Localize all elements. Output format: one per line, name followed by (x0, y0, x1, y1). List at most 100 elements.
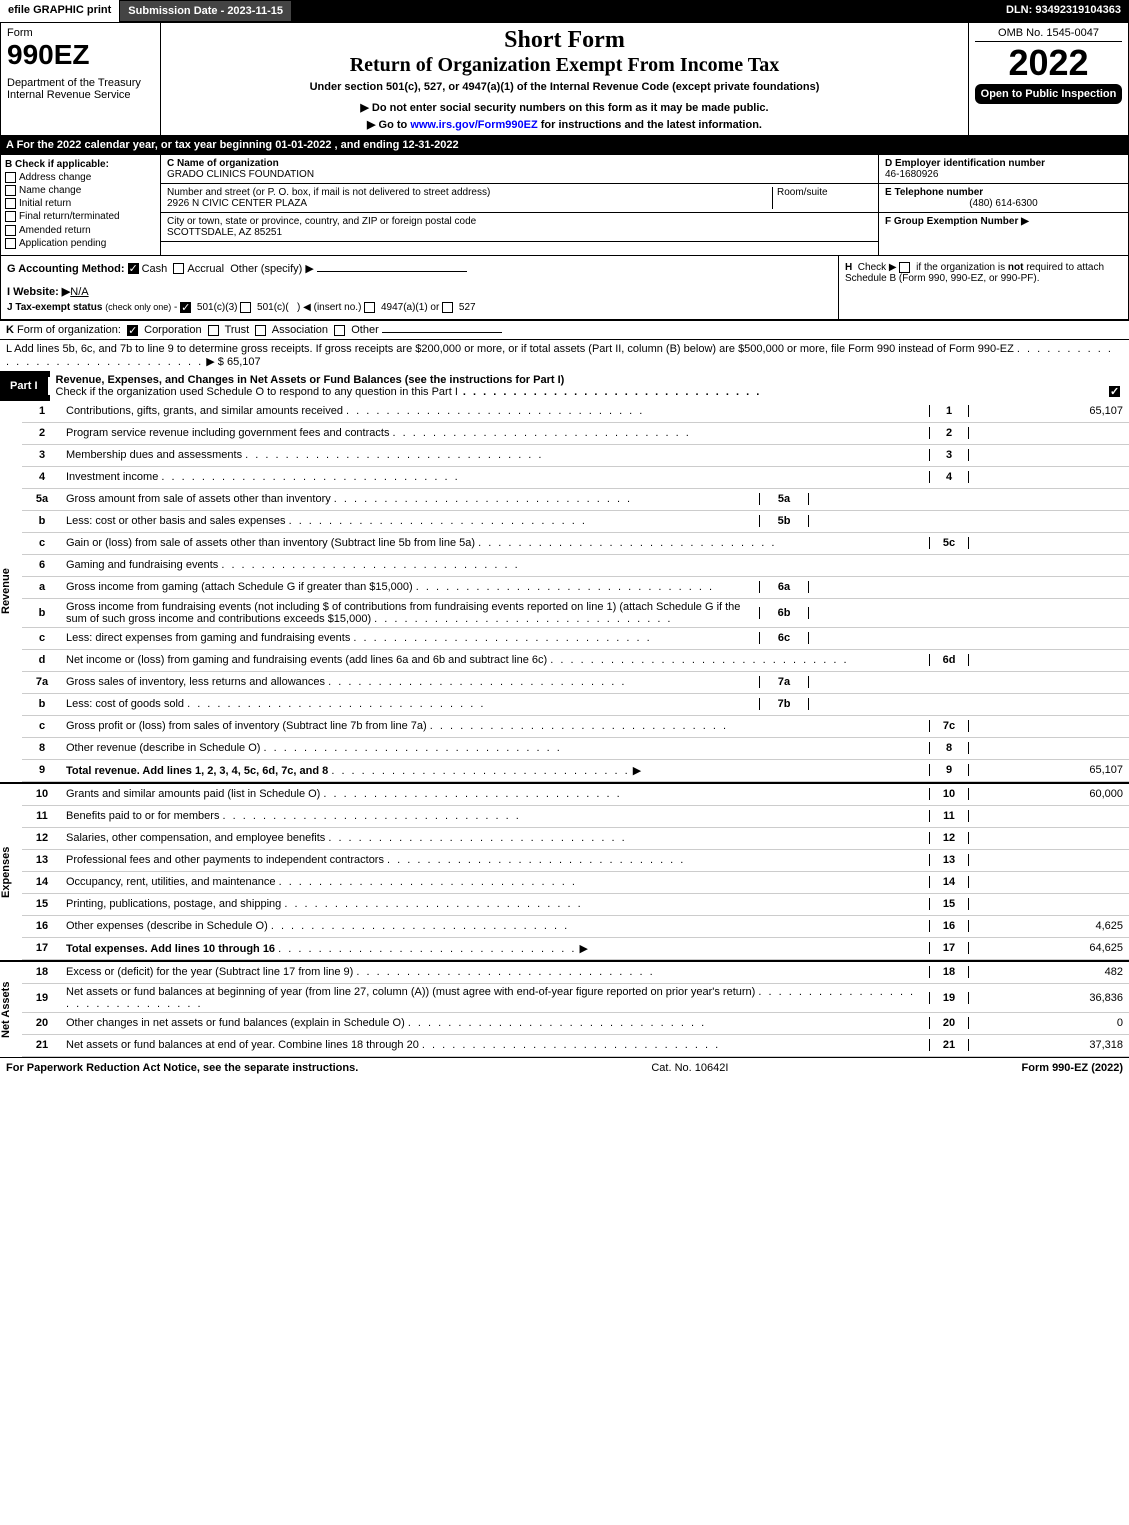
line-desc: Net assets or fund balances at end of ye… (62, 1039, 929, 1051)
ein-label: D Employer identification number (885, 158, 1045, 169)
line-no: 7a (22, 676, 62, 688)
line-numcol: 10 (929, 788, 969, 800)
line-subno: 6a (759, 581, 809, 593)
line-row: 8Other revenue (describe in Schedule O) … (22, 738, 1129, 760)
line-row: dNet income or (loss) from gaming and fu… (22, 650, 1129, 672)
line-numcol: 1 (929, 405, 969, 417)
line-subno: 7a (759, 676, 809, 688)
revenue-section: Revenue 1Contributions, gifts, grants, a… (0, 401, 1129, 782)
form-word: Form (7, 27, 154, 39)
line-no: 11 (22, 810, 62, 822)
line-l-val: ▶ $ 65,107 (206, 356, 260, 368)
line-no: 9 (22, 764, 62, 776)
ssn-warning: ▶ Do not enter social security numbers o… (167, 101, 962, 114)
line-row: 16Other expenses (describe in Schedule O… (22, 916, 1129, 938)
line-row: 11Benefits paid to or for members 11 (22, 806, 1129, 828)
group-label: F Group Exemption Number ▶ (885, 216, 1029, 227)
line-row: 1Contributions, gifts, grants, and simil… (22, 401, 1129, 423)
chk-cash[interactable] (128, 263, 139, 274)
line-no: c (22, 720, 62, 732)
line-no: 13 (22, 854, 62, 866)
line-numcol: 5c (929, 537, 969, 549)
chk-address[interactable]: Address change (5, 172, 156, 183)
line-desc: Grants and similar amounts paid (list in… (62, 788, 929, 800)
chk-name[interactable]: Name change (5, 185, 156, 196)
row-gh: G Accounting Method: Cash Accrual Other … (0, 256, 1129, 320)
line-subno: 6c (759, 632, 809, 644)
submission-date: Submission Date - 2023-11-15 (119, 0, 292, 22)
website: N/A (70, 286, 88, 298)
chk-initial[interactable]: Initial return (5, 198, 156, 209)
line-desc: Gross amount from sale of assets other t… (62, 493, 759, 505)
line-subno: 7b (759, 698, 809, 710)
line-no: 15 (22, 898, 62, 910)
efile-label: efile GRAPHIC print (0, 0, 119, 22)
line-val: 65,107 (969, 764, 1129, 776)
line-numcol: 9 (929, 764, 969, 776)
line-desc: Benefits paid to or for members (62, 810, 929, 822)
line-desc: Program service revenue including govern… (62, 427, 929, 439)
org-info-grid: B Check if applicable: Address change Na… (0, 154, 1129, 256)
form-number: 990EZ (7, 39, 154, 71)
line-row: 6Gaming and fundraising events (22, 555, 1129, 577)
line-l: L Add lines 5b, 6c, and 7b to line 9 to … (0, 339, 1129, 371)
section-a-period: A For the 2022 calendar year, or tax yea… (0, 136, 1129, 154)
form-header: Form 990EZ Department of the Treasury In… (0, 22, 1129, 136)
line-numcol: 18 (929, 966, 969, 978)
line-numcol: 15 (929, 898, 969, 910)
line-val: 64,625 (969, 942, 1129, 954)
line-row: 5aGross amount from sale of assets other… (22, 489, 1129, 511)
line-val: 36,836 (969, 992, 1129, 1004)
line-numcol: 17 (929, 942, 969, 954)
street-label: Number and street (or P. O. box, if mail… (167, 187, 490, 198)
part1-header: Part I Revenue, Expenses, and Changes in… (0, 371, 1129, 401)
line-row: aGross income from gaming (attach Schedu… (22, 577, 1129, 599)
line-desc: Total revenue. Add lines 1, 2, 3, 4, 5c,… (62, 764, 929, 777)
line-no: 17 (22, 942, 62, 954)
irs-label: Internal Revenue Service (7, 89, 154, 101)
line-no: 21 (22, 1039, 62, 1051)
line-desc: Other revenue (describe in Schedule O) (62, 742, 929, 754)
org-name: GRADO CLINICS FOUNDATION (167, 169, 314, 180)
footer-cat: Cat. No. 10642I (358, 1062, 1021, 1074)
line-row: 10Grants and similar amounts paid (list … (22, 784, 1129, 806)
return-title: Return of Organization Exempt From Incom… (167, 54, 962, 77)
line-desc: Gross income from fundraising events (no… (62, 601, 759, 625)
line-row: bLess: cost of goods sold 7b (22, 694, 1129, 716)
line-no: d (22, 654, 62, 666)
line-desc: Membership dues and assessments (62, 449, 929, 461)
line-no: 19 (22, 992, 62, 1004)
line-desc: Less: cost of goods sold (62, 698, 759, 710)
line-numcol: 6d (929, 654, 969, 666)
line-row: bLess: cost or other basis and sales exp… (22, 511, 1129, 533)
line-k: K Form of organization: Corporation Trus… (0, 320, 1129, 339)
chk-final[interactable]: Final return/terminated (5, 211, 156, 222)
box-def: D Employer identification number 46-1680… (878, 155, 1128, 255)
line-no: 4 (22, 471, 62, 483)
line-row: 12Salaries, other compensation, and empl… (22, 828, 1129, 850)
line-desc: Net income or (loss) from gaming and fun… (62, 654, 929, 666)
org-name-label: C Name of organization (167, 158, 279, 169)
line-desc: Occupancy, rent, utilities, and maintena… (62, 876, 929, 888)
line-desc: Gaming and fundraising events (62, 559, 929, 571)
line-row: cLess: direct expenses from gaming and f… (22, 628, 1129, 650)
phone: (480) 614-6300 (885, 198, 1122, 209)
line-desc: Less: cost or other basis and sales expe… (62, 515, 759, 527)
expenses-section: Expenses 10Grants and similar amounts pa… (0, 782, 1129, 960)
box-b-label: B Check if applicable: (5, 159, 156, 170)
dln: DLN: 93492319104363 (998, 0, 1129, 22)
line-no: b (22, 698, 62, 710)
line-desc: Net assets or fund balances at beginning… (62, 986, 929, 1010)
chk-amended[interactable]: Amended return (5, 225, 156, 236)
line-no: 12 (22, 832, 62, 844)
line-numcol: 16 (929, 920, 969, 932)
chk-accrual[interactable] (173, 263, 184, 274)
footer-left: For Paperwork Reduction Act Notice, see … (6, 1062, 358, 1074)
goto-link[interactable]: ▶ Go to www.irs.gov/Form990EZ for instru… (167, 118, 962, 131)
line-no: 18 (22, 966, 62, 978)
line-val: 482 (969, 966, 1129, 978)
line-no: 6 (22, 559, 62, 571)
line-val: 0 (969, 1017, 1129, 1029)
line-desc: Total expenses. Add lines 10 through 16 … (62, 942, 929, 955)
chk-pending[interactable]: Application pending (5, 238, 156, 249)
